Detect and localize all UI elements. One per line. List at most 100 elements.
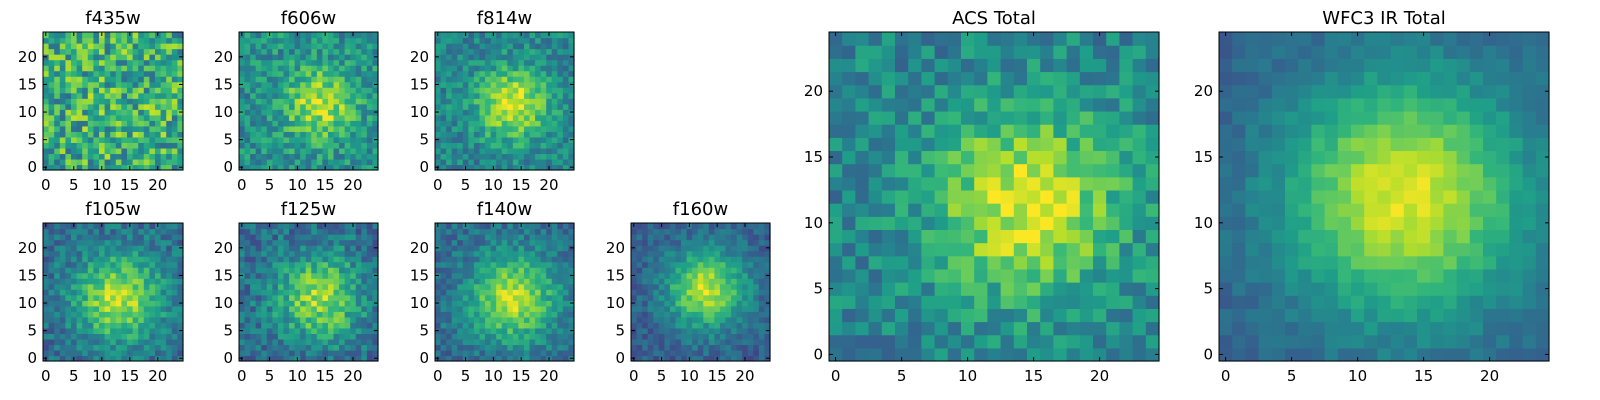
heatmap-cell (361, 54, 368, 61)
heatmap-cell (294, 65, 301, 72)
heatmap-cell (277, 300, 285, 307)
heatmap-cell (82, 142, 89, 149)
heatmap-cell (485, 120, 492, 127)
heatmap-cell (160, 228, 167, 235)
heatmap-cell (881, 203, 896, 217)
heatmap-cell (361, 234, 368, 241)
heatmap-cell (636, 267, 643, 274)
heatmap-cell (669, 311, 677, 318)
heatmap-cell (523, 109, 531, 116)
heatmap-cell (479, 131, 486, 138)
heatmap-cell (934, 334, 949, 349)
heatmap-cell (127, 327, 134, 334)
heatmap-cell (59, 272, 66, 279)
heatmap-cell (496, 109, 503, 116)
heatmap-cell (692, 278, 699, 285)
heatmap-cell (283, 158, 290, 166)
heatmap-cell (82, 338, 89, 346)
heatmap-cell (1040, 347, 1054, 362)
heatmap-cell (512, 131, 519, 138)
heatmap-cell (535, 344, 542, 351)
heatmap-cell (642, 355, 649, 362)
heatmap-cell (82, 289, 89, 296)
heatmap-cell (138, 59, 145, 66)
heatmap-cell (496, 338, 503, 346)
heatmap-cell (266, 114, 273, 121)
heatmap-cell (166, 136, 173, 143)
heatmap-cell (121, 59, 128, 66)
heatmap-cell (87, 164, 94, 171)
heatmap-cell (143, 142, 150, 149)
heatmap-cell (731, 261, 738, 268)
heatmap-cell (43, 256, 50, 263)
heatmap-cell (703, 344, 710, 351)
heatmap-cell (149, 136, 156, 143)
heatmap-cell (1013, 268, 1028, 283)
heatmap-cell (121, 300, 128, 307)
heatmap-cell (339, 289, 346, 296)
heatmap-cell (747, 245, 754, 252)
heatmap-cell (523, 272, 531, 279)
heatmap-cell (277, 250, 285, 257)
heatmap-cell (546, 153, 553, 160)
heatmap-cell (546, 333, 553, 340)
heatmap-cell (71, 125, 78, 132)
heatmap-cell (311, 48, 318, 55)
heatmap-cell (48, 43, 55, 50)
heatmap-cell (758, 333, 766, 340)
heatmap-cell (686, 239, 693, 246)
heatmap-cell (664, 338, 671, 346)
heatmap-cell (350, 327, 357, 334)
heatmap-cell (300, 250, 307, 257)
heatmap-cell (758, 289, 766, 296)
heatmap-cell (758, 344, 766, 351)
heatmap-cell (76, 278, 83, 285)
heatmap-cell (65, 147, 72, 155)
heatmap-cell (272, 316, 279, 323)
heatmap-cell (468, 43, 475, 50)
heatmap-cell (523, 338, 531, 346)
heatmap-cell (485, 98, 492, 105)
heatmap-cell (327, 283, 335, 290)
heatmap-cell (289, 120, 296, 127)
heatmap-cell (921, 203, 936, 217)
heatmap-cell (468, 70, 475, 77)
heatmap-cell (1145, 334, 1160, 349)
heatmap-cell (366, 333, 374, 340)
heatmap-cell (82, 120, 89, 127)
heatmap-cell (250, 164, 257, 171)
heatmap-cell (753, 267, 760, 274)
heatmap-cell (747, 261, 754, 268)
heatmap-cell (71, 81, 78, 88)
heatmap-cell (501, 153, 508, 160)
heatmap-cell (250, 261, 257, 268)
heatmap-cell (143, 228, 150, 235)
heatmap-cell (551, 43, 558, 50)
heatmap-cell (529, 147, 536, 155)
heatmap-cell (451, 261, 458, 268)
heatmap-cell (355, 344, 362, 351)
heatmap-cell (160, 54, 167, 61)
heatmap-cell (934, 216, 949, 230)
heatmap-cell (551, 289, 558, 296)
heatmap-cell (155, 54, 162, 61)
heatmap-cell (261, 283, 268, 290)
heatmap-cell (71, 261, 78, 268)
heatmap-cell (121, 239, 128, 246)
heatmap-cell (681, 267, 688, 274)
heatmap-cell (311, 322, 318, 329)
heatmap-cell (457, 278, 464, 285)
heatmap-cell (490, 81, 497, 88)
heatmap-cell (540, 305, 547, 312)
heatmap-cell (266, 261, 273, 268)
heatmap-cell (501, 54, 508, 61)
heatmap-cell (473, 327, 481, 334)
heatmap-cell (501, 37, 508, 44)
heatmap-cell (501, 43, 508, 50)
heatmap-cell (895, 295, 909, 309)
heatmap-cell (272, 245, 279, 252)
heatmap-cell (496, 131, 503, 138)
heatmap-cell (518, 109, 525, 116)
heatmap-cell (143, 92, 150, 99)
heatmap-cell (372, 349, 379, 357)
